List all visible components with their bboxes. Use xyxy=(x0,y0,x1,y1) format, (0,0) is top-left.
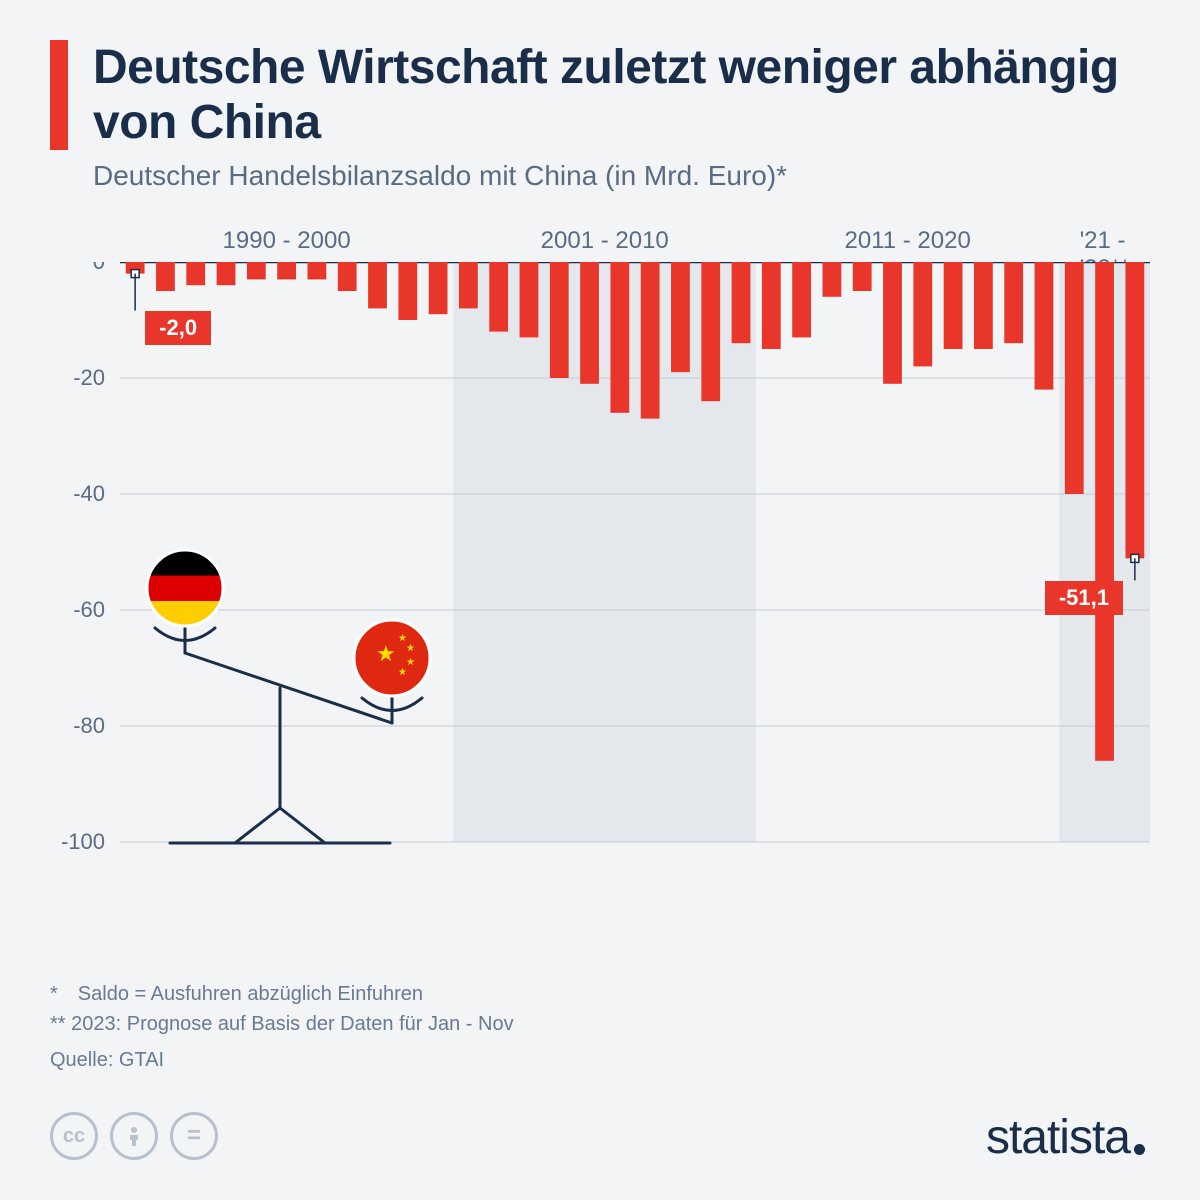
brand-logo: statista xyxy=(986,1110,1145,1165)
bar xyxy=(217,262,236,285)
svg-text:-80: -80 xyxy=(73,713,105,738)
bar xyxy=(823,262,842,297)
bar xyxy=(368,262,387,308)
bar xyxy=(580,262,599,384)
bar xyxy=(1125,262,1144,558)
bar xyxy=(277,262,296,279)
accent-bar xyxy=(50,40,68,150)
bar xyxy=(701,262,720,401)
svg-text:-100: -100 xyxy=(61,829,105,854)
svg-text:★: ★ xyxy=(406,643,415,654)
period-label: 2001 - 2010 xyxy=(541,227,669,255)
bar xyxy=(520,262,539,337)
svg-text:★: ★ xyxy=(406,657,415,668)
cc-icons: cc = xyxy=(50,1112,218,1160)
period-label: 1990 - 2000 xyxy=(223,227,351,255)
bar xyxy=(641,262,660,419)
bar xyxy=(610,262,629,413)
bar xyxy=(308,262,327,279)
bar xyxy=(974,262,993,349)
bar xyxy=(429,262,448,314)
svg-text:-60: -60 xyxy=(73,597,105,622)
balance-scale-illustration: ★ ★ ★ ★ ★ xyxy=(130,523,470,858)
footnotes: * Saldo = Ausfuhren abzüglich Einfuhren … xyxy=(50,979,514,1075)
bar xyxy=(247,262,266,279)
svg-text:-40: -40 xyxy=(73,481,105,506)
bar xyxy=(1065,262,1084,494)
footnote-1: * Saldo = Ausfuhren abzüglich Einfuhren xyxy=(50,979,514,1009)
bar xyxy=(550,262,569,378)
bar xyxy=(671,262,690,372)
bar xyxy=(792,262,811,337)
source: Quelle: GTAI xyxy=(50,1045,514,1075)
bar xyxy=(762,262,781,349)
bar xyxy=(489,262,508,332)
svg-text:★: ★ xyxy=(376,641,396,666)
bar xyxy=(1004,262,1023,343)
bar xyxy=(853,262,872,291)
value-callout: -51,1 xyxy=(1045,581,1123,615)
trade-balance-chart: 1990 - 20002001 - 20102011 - 2020'21 - '… xyxy=(50,227,1150,907)
bar xyxy=(459,262,478,308)
svg-text:★: ★ xyxy=(398,667,407,678)
svg-text:0: 0 xyxy=(93,262,105,274)
bar xyxy=(944,262,963,349)
bar xyxy=(186,262,205,285)
bar xyxy=(338,262,357,291)
bar xyxy=(398,262,417,320)
by-icon xyxy=(110,1112,158,1160)
bar xyxy=(732,262,751,343)
footnote-2: ** 2023: Prognose auf Basis der Daten fü… xyxy=(50,1009,514,1039)
bar xyxy=(1035,262,1054,390)
bar xyxy=(1095,262,1114,761)
bar xyxy=(156,262,175,291)
headline: Deutsche Wirtschaft zuletzt weniger abhä… xyxy=(93,40,1150,150)
period-label: 2011 - 2020 xyxy=(844,227,970,255)
subtitle: Deutscher Handelsbilanzsaldo mit China (… xyxy=(93,160,1150,192)
cc-icon: cc xyxy=(50,1112,98,1160)
bar xyxy=(913,262,932,366)
svg-text:-20: -20 xyxy=(73,365,105,390)
bar xyxy=(883,262,902,384)
nd-icon: = xyxy=(170,1112,218,1160)
value-callout: -2,0 xyxy=(145,311,211,345)
